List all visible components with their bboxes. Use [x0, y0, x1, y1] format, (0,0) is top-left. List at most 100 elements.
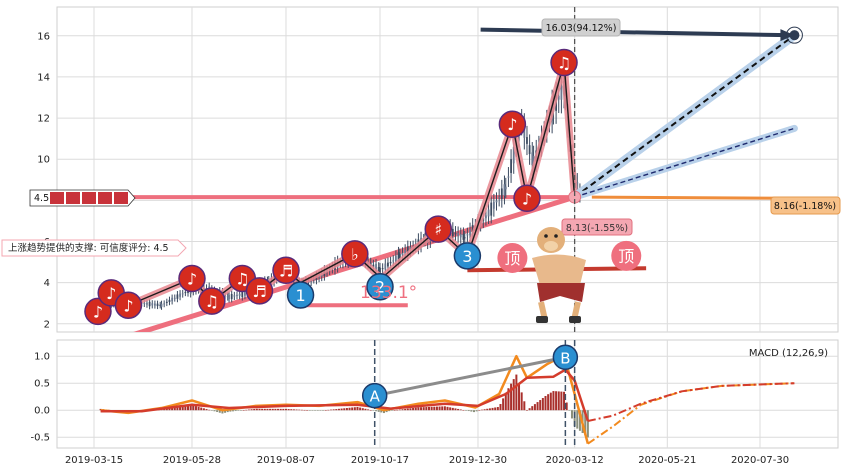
macd-histogram-bar [351, 407, 354, 411]
x-tick-label: 2020-05-21 [638, 455, 696, 466]
macd-histogram-bar [578, 410, 581, 431]
wave-label-circle [286, 281, 315, 309]
rating-stamp [50, 192, 64, 204]
wave-marker-symbol: ♪ [507, 115, 517, 134]
macd-histogram-bar [417, 407, 420, 411]
macd-histogram-bar [277, 408, 280, 411]
macd-dea-projection [587, 382, 795, 422]
macd-histogram-bar [507, 388, 510, 411]
macd-histogram-bar [380, 410, 383, 413]
wave-marker-symbol: ♪ [93, 302, 103, 321]
candle-body [168, 299, 171, 303]
candle-body [146, 302, 148, 305]
candle-body [151, 303, 154, 306]
candle-body [463, 237, 466, 239]
candle-body [184, 292, 187, 294]
macd-histogram-bar [547, 394, 550, 411]
wave-marker-circle [498, 110, 527, 138]
wave-marker-circle [198, 287, 226, 315]
candle-body [230, 293, 233, 299]
candle-body [236, 294, 238, 296]
macd-histogram-bar [221, 410, 224, 414]
candle-body [462, 233, 465, 240]
candle-body [381, 268, 384, 270]
target-arrow-head [780, 29, 795, 42]
macd-histogram-bar [555, 391, 558, 411]
macd-histogram-bar [316, 410, 319, 411]
macd-histogram-bar [412, 407, 415, 411]
macd-histogram-bar [218, 410, 221, 413]
macd-histogram-bar [308, 410, 311, 411]
macd-histogram-bar [406, 408, 409, 411]
macd-histogram-bar [467, 410, 470, 412]
price-overlay: ♪♪♪♪♫♫♬♬♭♯♪♪♫1 23 顶顶 [84, 7, 803, 332]
wave-label-circle [366, 272, 394, 301]
x-tick-label: 2019-10-17 [351, 455, 409, 466]
macd-histogram-bar [314, 410, 317, 411]
score-tag-text: 4.5 [34, 193, 49, 204]
macd-histogram-bar [533, 404, 536, 411]
macd-point-label: B [560, 349, 570, 367]
candle-body [389, 261, 392, 264]
macd-histogram-bar [541, 398, 544, 411]
candle-body [226, 295, 229, 298]
macd-histogram-bar [499, 403, 502, 411]
candle-body [379, 267, 381, 273]
macd-histogram-bar [237, 410, 240, 411]
macd-histogram-bar [549, 392, 552, 411]
candle-body [176, 294, 179, 299]
candle-body [163, 303, 166, 305]
candle-body [398, 254, 401, 258]
macd-histogram-bar [454, 408, 457, 411]
macd-histogram-bar [258, 408, 261, 411]
macd-point-circle [361, 382, 388, 409]
candle-body [576, 181, 579, 191]
macd-histogram-bar [512, 379, 515, 411]
macd-histogram-bar [375, 410, 378, 412]
macd-histogram-bar [197, 406, 200, 411]
macd-histogram-bar [404, 408, 407, 411]
candle-body [528, 145, 531, 155]
candle-body [181, 293, 184, 295]
macd-histogram-bar [176, 407, 179, 411]
macd-histogram-bar [570, 410, 573, 419]
macd-y-ticks: -0.5 0.0 0.5 1.0 [30, 352, 50, 444]
candle-body [512, 146, 515, 164]
wave-label-circle [453, 242, 482, 270]
macd-histogram-bar [491, 407, 494, 411]
candle-body [492, 201, 495, 209]
macd-histogram-bar [269, 408, 272, 411]
macd-overlay: AB [361, 340, 579, 448]
candle-body [397, 252, 400, 262]
wave-marker-symbol: ♭ [351, 245, 359, 264]
candle-body [241, 291, 244, 298]
macd-histogram-bar [210, 410, 213, 411]
candle-body [148, 301, 151, 307]
macd-histogram-bar [552, 391, 555, 411]
candle-body [451, 228, 454, 237]
macd-histogram-bar [213, 410, 216, 412]
macd-histogram-bar [229, 410, 232, 412]
x-tick-label: 2019-05-28 [163, 455, 221, 466]
macd-histogram-bar [234, 410, 237, 412]
macd-histogram-bar [324, 410, 327, 411]
wave-marker-symbol: ♪ [187, 270, 197, 289]
rating-stamp [98, 192, 112, 204]
macd-histogram-bar [361, 408, 364, 411]
macd-histogram-bar [393, 410, 396, 411]
wave-label-text: 1 [295, 286, 305, 305]
price-y-tick-label: 10 [37, 155, 50, 166]
macd-histogram-bar [292, 409, 295, 411]
wave-marker-symbol: ♪ [123, 296, 133, 315]
macd-histogram-bar [446, 406, 449, 411]
candle-body [531, 152, 534, 166]
macd-histogram-bar [194, 406, 197, 411]
macd-histogram-bar [528, 408, 531, 411]
macd-histogram-bar [470, 410, 473, 412]
price-y-tick-label: 2 [44, 319, 50, 330]
wave-marker-circle [114, 291, 143, 320]
candle-body [372, 264, 375, 268]
macd-histogram-bar [568, 410, 571, 411]
wave-marker-symbol: ♯ [434, 220, 442, 239]
macd-histogram-bar [422, 407, 425, 411]
